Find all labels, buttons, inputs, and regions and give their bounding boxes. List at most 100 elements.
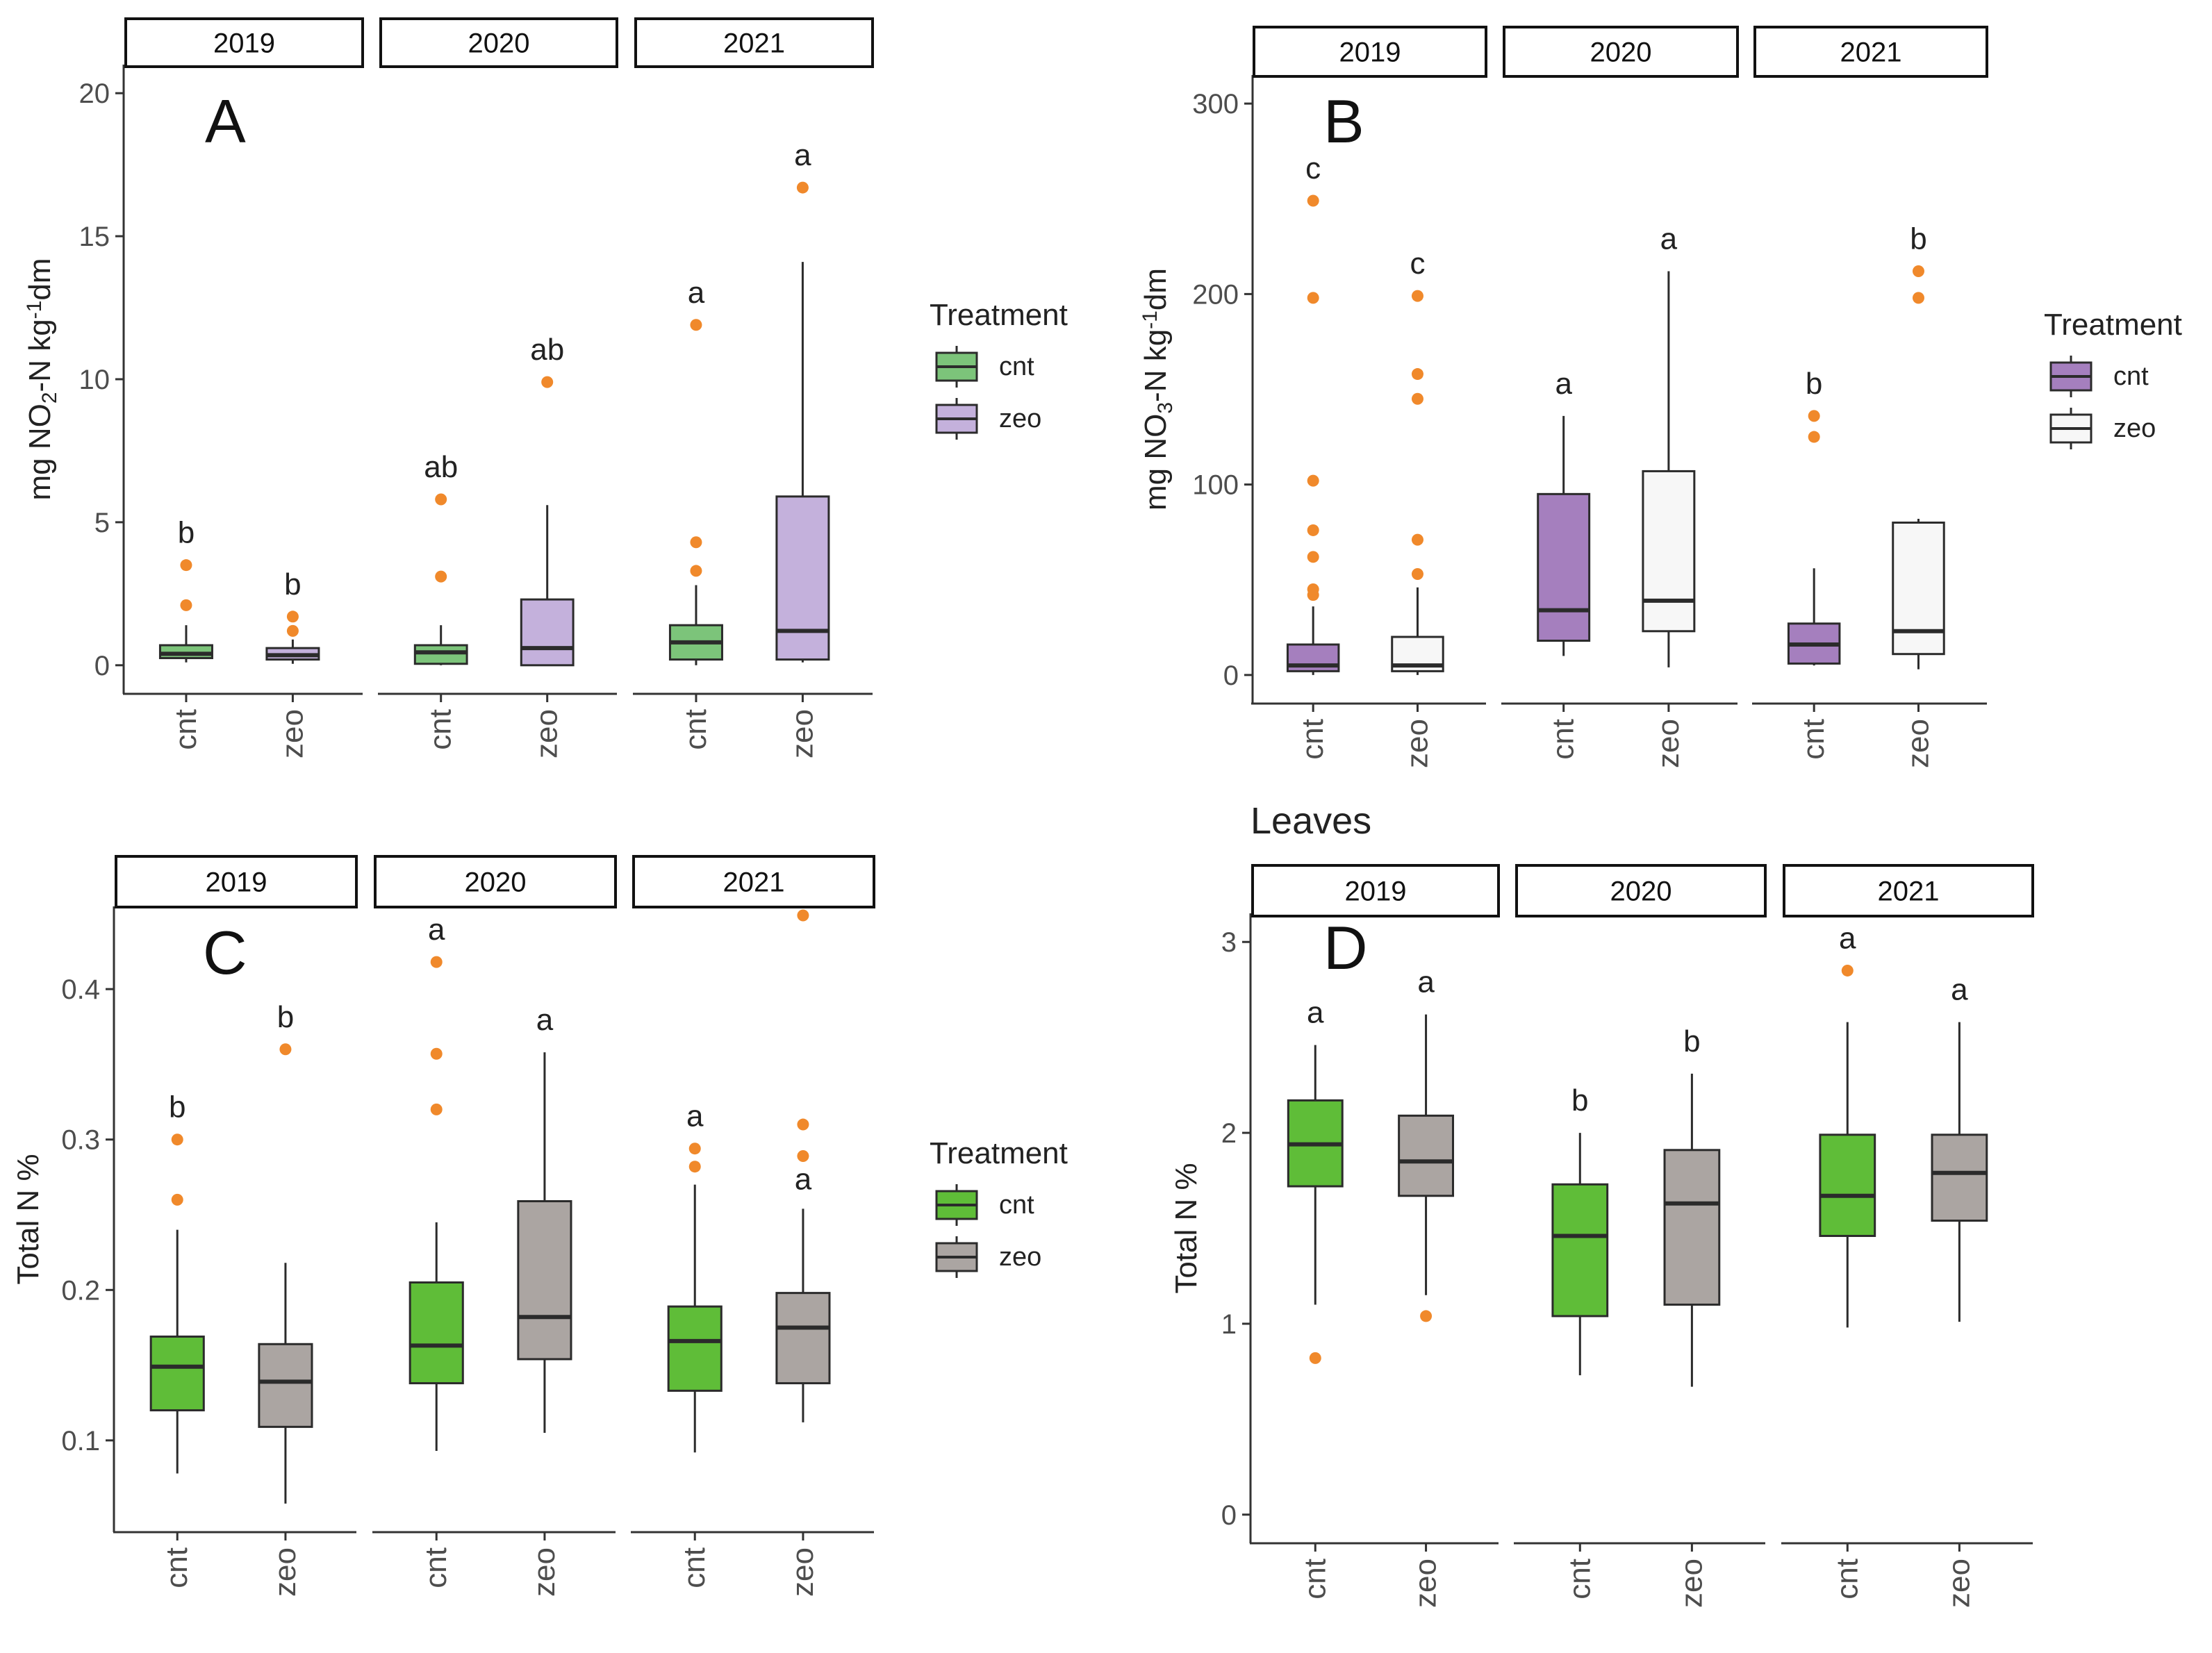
box-cnt: b cnt <box>149 1090 205 1588</box>
outlier-point <box>1841 964 1854 977</box>
x-tick-label: cnt <box>1562 1559 1596 1600</box>
facet-strip-label: 2019 <box>206 867 267 898</box>
box-zeo: b zeo <box>265 567 320 758</box>
outlier-point <box>171 1193 183 1206</box>
facet-strip-label: 2021 <box>1878 877 1940 907</box>
outlier-point <box>430 956 443 968</box>
y-axis-label-part: -N kg <box>23 319 57 392</box>
box-cnt: a cnt <box>1287 996 1344 1600</box>
box-iqr <box>1931 1133 1988 1222</box>
x-tick-label: zeo <box>530 709 564 758</box>
x-tick-label: cnt <box>677 1547 711 1588</box>
y-tick-label: 0 <box>1223 661 1239 691</box>
y-axis-label-part: -1 <box>1139 310 1162 329</box>
significance-letter: a <box>688 276 705 310</box>
facet-2019: 2019 c cnt c zeo <box>1251 26 1487 768</box>
box-iqr <box>520 598 575 667</box>
y-axis-label-part: Total N % <box>1169 1163 1203 1293</box>
significance-letter: c <box>1410 247 1425 281</box>
outlier-point <box>1411 368 1423 381</box>
outlier-point <box>797 909 809 922</box>
box-zeo: a zeo <box>1398 965 1455 1608</box>
facet-2019: 2019 b cnt b zeo <box>123 17 364 758</box>
facet-strip <box>1753 26 1988 78</box>
outlier-point <box>688 1143 701 1155</box>
panel-title: Leaves <box>1251 800 1371 842</box>
y-tick-label: 20 <box>79 78 110 109</box>
box-cnt: a cnt <box>1819 921 1876 1600</box>
legend-item-label: cnt <box>999 1190 1034 1220</box>
y-axis-label: mg NO3-N kg-1dm <box>1139 268 1178 510</box>
outlier-point <box>797 1150 809 1163</box>
significance-letter: ab <box>530 333 564 367</box>
box-zeo: b zeo <box>1663 1024 1721 1608</box>
outlier-point <box>690 319 702 331</box>
outlier-point <box>1808 410 1820 422</box>
outlier-point <box>1307 474 1319 487</box>
legend-item-cnt: cnt <box>935 1184 1034 1226</box>
facet-strip-label: 2021 <box>723 867 785 898</box>
outlier-point <box>180 559 192 572</box>
box-iqr <box>1819 1133 1876 1237</box>
box-cnt: c cnt <box>1286 151 1340 760</box>
outlier-point <box>1411 392 1423 405</box>
legend-title: Treatment <box>930 1136 1068 1170</box>
panel-letter: A <box>205 87 246 156</box>
significance-letter: a <box>686 1099 704 1133</box>
facet-strip-label: 2019 <box>213 28 275 59</box>
significance-letter: a <box>536 1003 554 1037</box>
outlier-point <box>1808 431 1820 443</box>
y-tick-label: 10 <box>79 365 110 395</box>
facet-strip-label: 2021 <box>723 28 785 59</box>
significance-letter: b <box>1683 1024 1700 1058</box>
facet-strip <box>632 855 875 908</box>
facet-2020: 2020 b cnt b zeo <box>1514 864 1767 1608</box>
box-zeo: ab zeo <box>520 333 575 758</box>
outlier-point <box>1411 533 1423 546</box>
x-tick-label: zeo <box>1400 719 1434 768</box>
significance-letter: c <box>1305 151 1321 185</box>
box-cnt: a cnt <box>667 1099 723 1588</box>
box-iqr <box>1398 1114 1455 1197</box>
box-iqr <box>408 1281 464 1385</box>
box-cnt: b cnt <box>1551 1083 1609 1600</box>
panel-c: C 0.1 0.2 0.3 0.4 Total N % 2019 b cnt b zeo 2020 a c… <box>11 855 1068 1597</box>
facet-strip-label: 2020 <box>465 867 527 898</box>
significance-letter: a <box>428 913 445 947</box>
box-zeo: a zeo <box>1931 973 1988 1608</box>
x-tick-label: cnt <box>424 709 458 750</box>
facet-strip <box>1253 26 1487 78</box>
box-zeo: b zeo <box>258 1000 313 1597</box>
facet-strip <box>379 17 618 68</box>
box-iqr <box>775 495 830 661</box>
significance-letter: b <box>178 516 195 550</box>
facet-strip <box>1503 26 1739 78</box>
significance-letter: a <box>1839 921 1856 955</box>
facet-strip-label: 2019 <box>1339 38 1401 68</box>
x-tick-label: cnt <box>1298 1559 1332 1600</box>
significance-letter: b <box>284 567 301 601</box>
y-axis-label-part: mg NO <box>23 404 57 500</box>
y-tick-label: 2 <box>1221 1118 1237 1149</box>
facet-strip-label: 2019 <box>1345 877 1407 907</box>
facet-2019: 2019 b cnt b zeo <box>113 855 358 1597</box>
y-tick-label: 0.1 <box>61 1426 100 1456</box>
box-zeo: a zeo <box>1642 222 1696 768</box>
y-tick-label: 300 <box>1192 89 1239 119</box>
x-tick-label: cnt <box>419 1547 453 1588</box>
facet-2021: 2021 a cnt a zeo <box>1781 864 2034 1608</box>
outlier-point <box>1307 583 1319 595</box>
outlier-point <box>1420 1310 1433 1322</box>
legend-item-label: cnt <box>2113 362 2149 391</box>
box-iqr <box>517 1200 572 1361</box>
outlier-point <box>797 1118 809 1131</box>
y-axis-label: Total N % <box>1169 1163 1203 1293</box>
y-tick-label: 3 <box>1221 927 1237 958</box>
facet-strip-label: 2020 <box>468 28 530 59</box>
facet-strip-label: 2020 <box>1590 38 1652 68</box>
panel-letter: D <box>1323 913 1368 982</box>
outlier-point <box>286 610 299 623</box>
significance-letter: a <box>1660 222 1678 256</box>
outlier-point <box>286 624 299 637</box>
